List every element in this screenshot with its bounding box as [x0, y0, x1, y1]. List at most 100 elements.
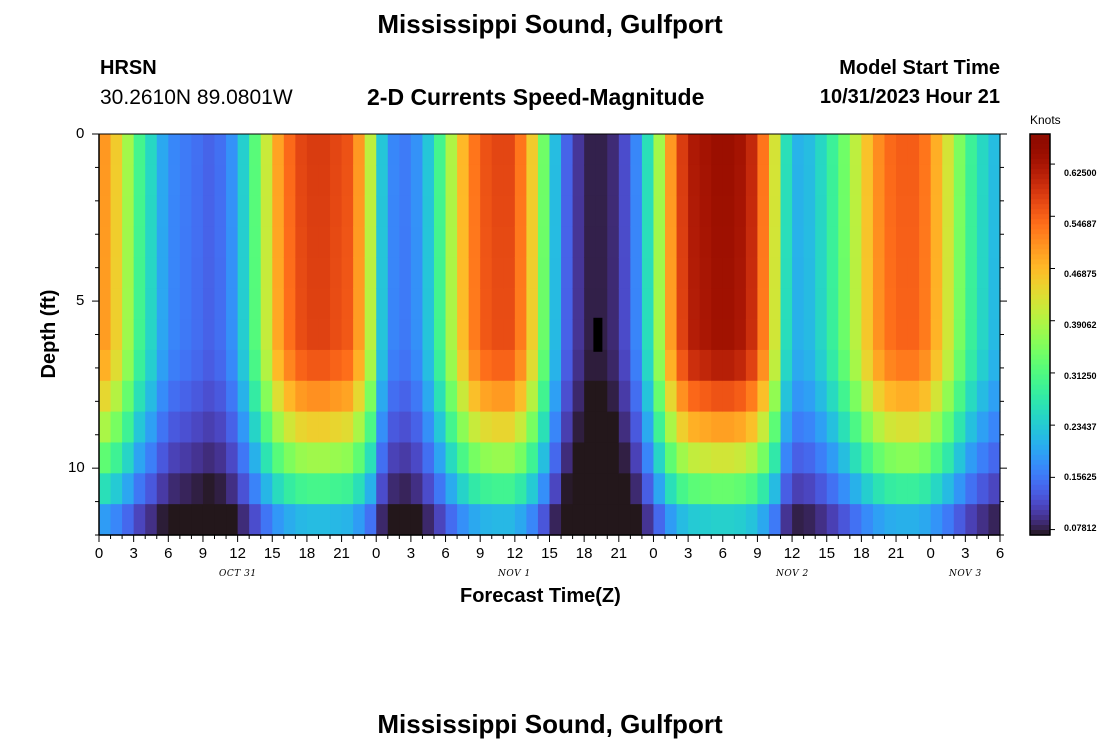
heatmap-cell — [803, 411, 816, 444]
colorbar-segment — [1030, 504, 1050, 511]
heatmap-cell — [607, 349, 620, 382]
heatmap-cell — [953, 380, 966, 413]
heatmap-cell — [306, 442, 320, 474]
heatmap-cell — [480, 380, 493, 413]
heatmap-cell — [757, 504, 770, 536]
heatmap-cell — [572, 257, 585, 289]
heatmap-cell — [537, 319, 551, 351]
heatmap-cell — [792, 164, 805, 197]
heatmap-cell — [99, 349, 112, 382]
heatmap-cell — [491, 380, 504, 413]
heatmap-cell — [734, 226, 747, 258]
heatmap-cell — [514, 288, 527, 320]
heatmap-cell — [376, 164, 389, 197]
x-day-label: NOV 3 — [949, 569, 982, 579]
model-start-time: 10/31/2023 Hour 21 — [819, 86, 1000, 108]
heatmap-cell — [237, 226, 250, 258]
heatmap-cell — [514, 349, 527, 382]
heatmap-cell — [803, 473, 816, 505]
heatmap-cell — [306, 134, 320, 166]
heatmap-cell — [514, 226, 527, 258]
heatmap-cell — [179, 134, 193, 166]
heatmap-cell — [919, 442, 932, 474]
heatmap-cell — [422, 473, 435, 505]
heatmap-cell — [318, 257, 331, 289]
heatmap-cell — [122, 380, 135, 413]
heatmap-cell — [260, 380, 273, 413]
heatmap-cell — [849, 257, 862, 289]
heatmap-cell — [861, 195, 874, 228]
heatmap-cell — [549, 473, 562, 505]
heatmap-cell — [595, 257, 608, 289]
heatmap-cell — [364, 164, 377, 197]
heatmap-cell — [399, 134, 412, 166]
colorbar-segment — [1030, 519, 1050, 526]
heatmap-cell — [942, 319, 955, 351]
heatmap-cell — [699, 288, 712, 320]
colorbar-segment — [1030, 434, 1050, 441]
heatmap-cell — [214, 257, 227, 289]
heatmap-cell — [561, 134, 574, 166]
heatmap-cell — [561, 473, 574, 505]
heatmap-cell — [202, 349, 216, 382]
heatmap-cell — [630, 226, 643, 258]
colorbar-segment — [1030, 244, 1050, 250]
heatmap-cell — [433, 195, 447, 228]
heatmap-cell — [133, 257, 146, 289]
heatmap-cell — [145, 349, 158, 382]
heatmap-cell — [722, 134, 735, 166]
heatmap-cell — [792, 442, 805, 474]
heatmap-cell — [145, 504, 158, 536]
heatmap-cell — [861, 164, 874, 197]
heatmap-cell — [815, 288, 828, 320]
heatmap-cell — [191, 164, 204, 197]
heatmap-cell — [260, 504, 273, 536]
heatmap-cell — [249, 380, 262, 413]
heatmap-cell — [179, 226, 193, 258]
heatmap-cell — [826, 288, 839, 320]
heatmap-cell — [930, 473, 943, 505]
heatmap-cell — [595, 195, 608, 228]
heatmap-cell — [272, 134, 285, 166]
colorbar-segment — [1030, 154, 1050, 160]
heatmap-cell — [191, 257, 204, 289]
x-tick-label: 15 — [818, 545, 836, 562]
heatmap-cell — [699, 134, 712, 166]
heatmap-cell — [930, 134, 943, 166]
heatmap-cell — [549, 257, 562, 289]
heatmap-cell — [145, 288, 158, 320]
heatmap-cell — [826, 411, 839, 444]
heatmap-cell — [433, 411, 447, 444]
heatmap-cell — [537, 257, 551, 289]
heatmap-cell — [884, 504, 897, 536]
heatmap-cell — [572, 504, 585, 536]
heatmap-cell — [191, 504, 204, 536]
heatmap-cell — [919, 134, 932, 166]
heatmap-cell — [399, 380, 412, 413]
heatmap-cell — [930, 442, 943, 474]
x-day-label: OCT 31 — [219, 569, 257, 579]
heatmap-cell — [722, 504, 735, 536]
heatmap-cell — [306, 226, 320, 258]
heatmap-cell — [110, 504, 123, 536]
heatmap-cell — [503, 504, 516, 536]
heatmap-cell — [976, 349, 990, 382]
heatmap-cell — [988, 134, 1001, 166]
heatmap-cell — [179, 411, 193, 444]
heatmap-cell — [953, 288, 966, 320]
heatmap-cell — [491, 195, 504, 228]
heatmap-cell — [572, 164, 585, 197]
heatmap-cell — [133, 134, 146, 166]
heatmap-cell — [768, 257, 782, 289]
heatmap-cell — [249, 257, 262, 289]
heatmap-cell — [445, 226, 458, 258]
heatmap-cell — [838, 349, 851, 382]
heatmap-cell — [537, 195, 551, 228]
heatmap-cell — [514, 195, 527, 228]
heatmap-cell — [99, 473, 112, 505]
heatmap-cell — [572, 288, 585, 320]
heatmap-cell — [272, 349, 285, 382]
heatmap-cell — [907, 473, 920, 505]
heatmap-cell — [237, 319, 250, 351]
